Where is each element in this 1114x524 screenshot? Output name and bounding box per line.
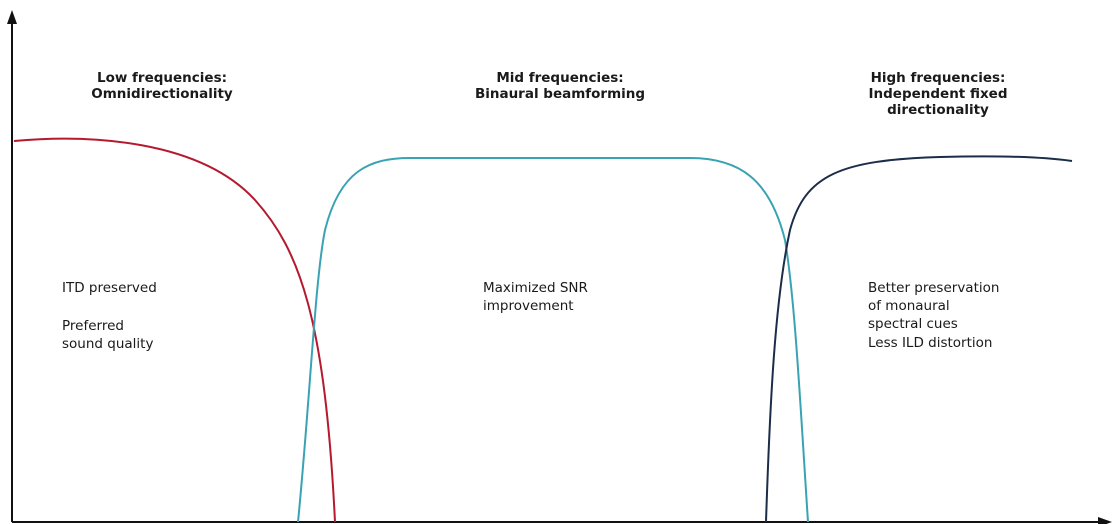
- region-title: Low frequencies:: [97, 70, 227, 86]
- region-title: directionality: [887, 102, 989, 118]
- region-title: High frequencies:: [871, 70, 1006, 86]
- region-text: ITD preserved: [62, 280, 157, 296]
- region-text: improvement: [483, 298, 574, 314]
- region-text: sound quality: [62, 336, 153, 352]
- region-text: Preferred: [62, 318, 124, 334]
- low-curve: [13, 137, 336, 523]
- region-title: Binaural beamforming: [475, 86, 645, 102]
- region-text: spectral cues: [868, 316, 958, 332]
- mid-curve: [297, 157, 809, 523]
- region-title: Mid frequencies:: [496, 70, 623, 86]
- region-text: Less ILD distortion: [868, 335, 992, 351]
- x-axis-arrow: [1098, 517, 1112, 524]
- y-axis-arrow: [7, 10, 17, 24]
- region-text: Maximized SNR: [483, 280, 588, 296]
- region-title: Independent fixed: [868, 86, 1007, 102]
- region-text: Better preservation: [868, 280, 999, 296]
- region-title: Omnidirectionality: [91, 86, 233, 102]
- region-text: of monaural: [868, 298, 950, 314]
- high-curve: [765, 155, 1073, 523]
